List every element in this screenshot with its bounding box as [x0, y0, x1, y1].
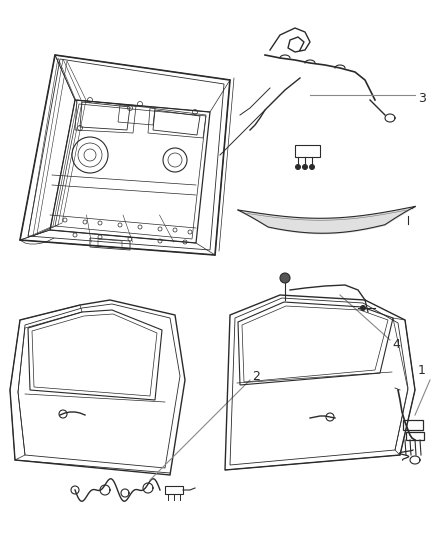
Bar	[403, 420, 423, 430]
Circle shape	[303, 165, 307, 169]
Circle shape	[296, 165, 300, 169]
Circle shape	[310, 165, 314, 169]
Text: 2: 2	[252, 370, 260, 384]
Text: 4: 4	[392, 338, 400, 351]
Text: 3: 3	[418, 92, 426, 104]
Bar	[165, 486, 183, 494]
Bar	[295, 145, 320, 157]
Text: 1: 1	[418, 364, 426, 376]
Circle shape	[280, 273, 290, 283]
Circle shape	[360, 305, 365, 311]
Bar	[406, 432, 424, 440]
